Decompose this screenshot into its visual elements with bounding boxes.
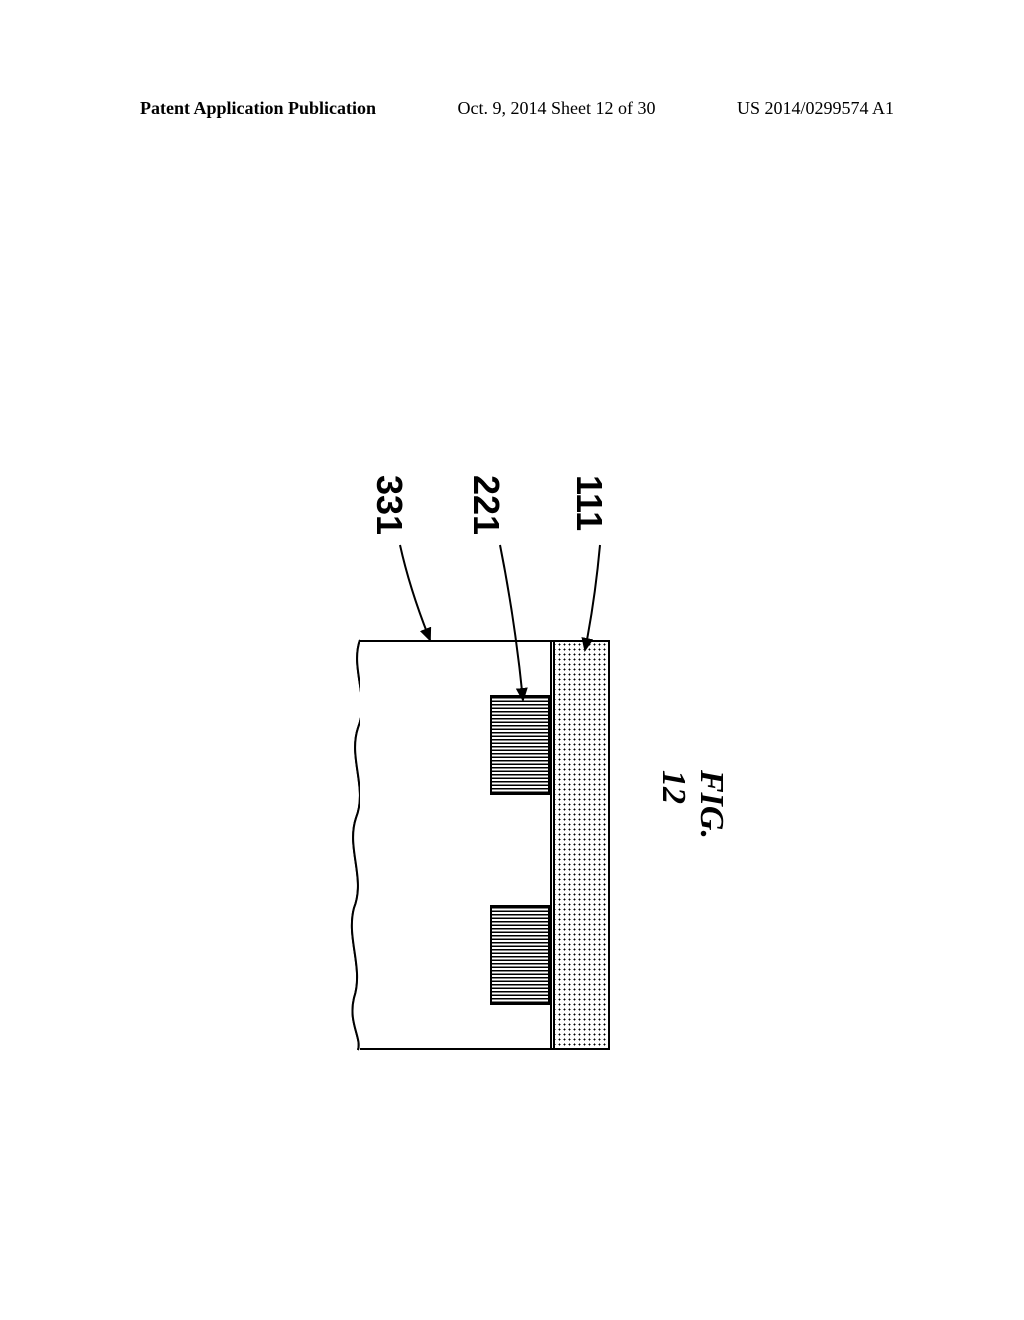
- label-111: 111: [568, 475, 610, 531]
- page-header: Patent Application Publication Oct. 9, 2…: [0, 98, 1024, 119]
- leader-331: [395, 540, 455, 650]
- header-pub-number: US 2014/0299574 A1: [737, 98, 894, 119]
- figure-12: 331 221 111 FIG. 12: [300, 250, 730, 970]
- layer-hatch-221-a: [490, 695, 550, 795]
- label-221: 221: [465, 475, 507, 535]
- leader-221: [495, 540, 555, 710]
- layer-hatch-221-b: [490, 905, 550, 1005]
- header-date-sheet: Oct. 9, 2014 Sheet 12 of 30: [458, 98, 656, 119]
- layer-substrate-111: [550, 640, 610, 1050]
- figure-caption: FIG. 12: [654, 770, 730, 839]
- label-331: 331: [368, 475, 410, 535]
- leader-111: [580, 540, 640, 660]
- header-publication: Patent Application Publication: [140, 98, 376, 119]
